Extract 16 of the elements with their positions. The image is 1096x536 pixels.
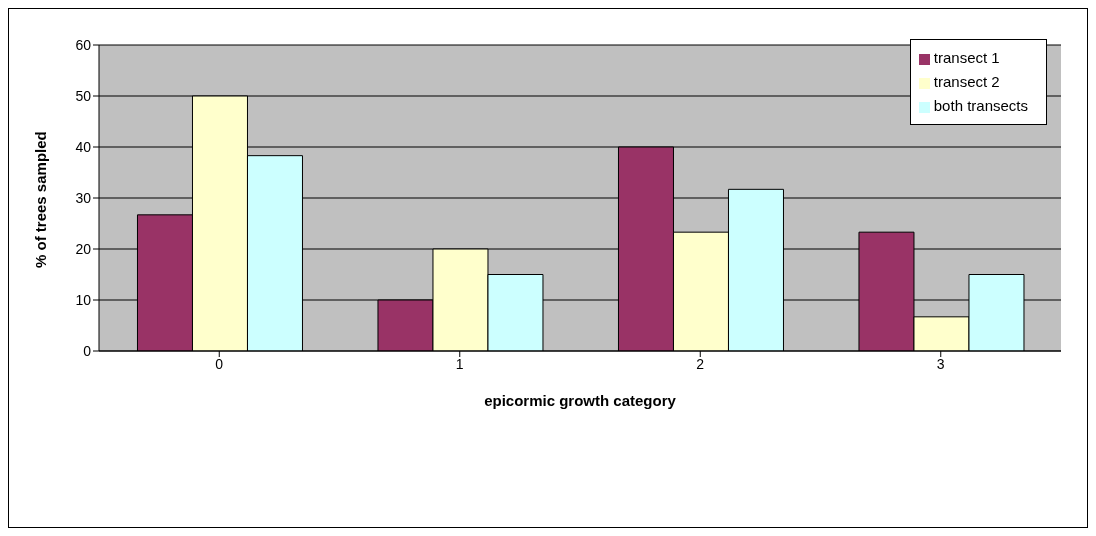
y-tick-label: 30 [75,189,92,206]
x-axis-title: epicormic growth category [484,392,677,409]
x-tick-label: 0 [215,355,224,372]
legend-label: transect 1 [933,49,1000,66]
legend-label: transect 2 [933,73,1000,90]
y-tick-label: 50 [75,87,92,104]
y-tick-label: 40 [75,138,92,155]
legend-label: both transects [933,97,1028,114]
y-tick-label: 0 [83,342,92,359]
y-tick-label: 20 [75,240,92,257]
y-tick-label: 10 [75,291,92,308]
x-tick-label: 2 [696,355,705,372]
y-tick-label: 60 [75,36,92,53]
x-tick-label: 3 [936,355,945,372]
x-tick-label: 1 [455,355,464,372]
y-axis-title: % of trees sampled [32,131,50,268]
